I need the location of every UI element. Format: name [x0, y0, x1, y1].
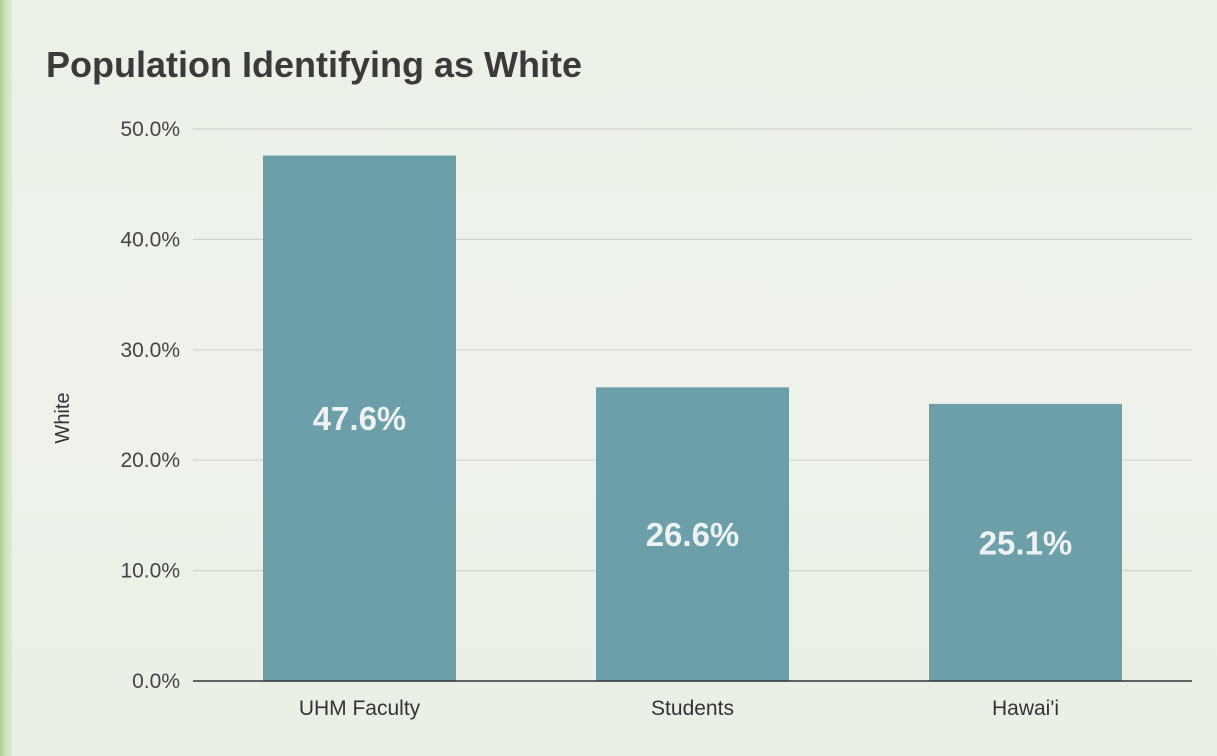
data-labels: 47.6% 26.6% 25.1% — [313, 400, 1073, 561]
bar-1 — [596, 387, 789, 681]
y-tick-label: 50.0% — [120, 118, 180, 141]
bars — [263, 155, 1122, 682]
y-tick-label: 10.0% — [120, 560, 180, 583]
bar-2 — [929, 403, 1122, 681]
bar-0 — [263, 155, 456, 682]
x-axis-category-labels: UHM Faculty Students Hawai'i — [299, 697, 1059, 720]
data-label: 47.6% — [313, 400, 407, 437]
y-axis-label: White — [52, 392, 74, 443]
y-tick-label: 20.0% — [120, 449, 180, 472]
data-label: 26.6% — [646, 516, 740, 553]
x-category-label: Hawai'i — [992, 697, 1059, 720]
y-tick-label: 40.0% — [120, 228, 180, 251]
data-label: 25.1% — [979, 524, 1073, 561]
x-category-label: UHM Faculty — [299, 697, 421, 720]
chart-title: Population Identifying as White — [46, 44, 582, 85]
y-tick-label: 0.0% — [132, 670, 180, 693]
x-category-label: Students — [651, 697, 734, 720]
y-axis-tick-labels: 0.0% 10.0% 20.0% 30.0% 40.0% 50.0% — [120, 118, 180, 693]
y-tick-label: 30.0% — [120, 339, 180, 362]
